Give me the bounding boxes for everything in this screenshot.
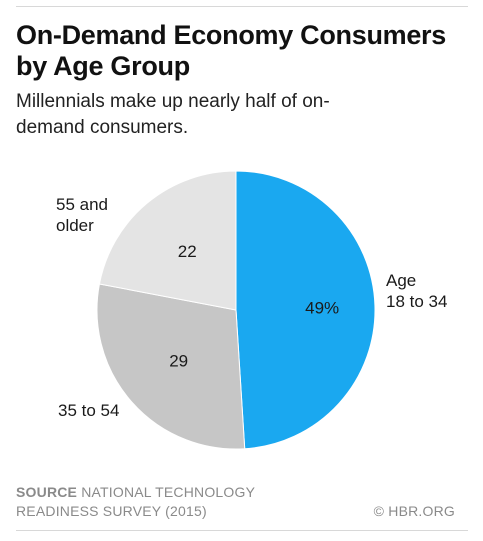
credit-text: © HBR.ORG (373, 503, 455, 519)
category-label-35-to-54: 35 to 54 (58, 401, 119, 420)
pie-slice-18-to-34 (235, 170, 376, 450)
chart-subtitle: Millennials make up nearly half of on-de… (16, 91, 330, 138)
category-label-55-and-older: 55 and older (56, 195, 108, 235)
category-label-18-to-34: Age 18 to 34 (386, 271, 447, 311)
value-label-35-to-54: 29 (169, 352, 188, 371)
value-label-18-to-34: 49% (305, 298, 339, 317)
top-rule (16, 6, 468, 7)
source-keyword: SOURCE (16, 484, 78, 500)
value-label-55-and-older: 22 (178, 242, 197, 261)
pie-slice-35-to-54 (96, 283, 246, 450)
pie-slice-55-and-older (98, 170, 237, 311)
source-note: SOURCE NATIONAL TECHNOLOGY READINESS SUR… (16, 483, 316, 521)
source-text: NATIONAL TECHNOLOGY READINESS SURVEY (20… (16, 484, 255, 519)
bottom-rule (16, 530, 468, 531)
chart-title: On-Demand Economy Consumers by Age Group (16, 20, 446, 81)
pie-chart: 49% 29 22 Age 18 to 34 35 to 54 55 and older (56, 170, 447, 450)
